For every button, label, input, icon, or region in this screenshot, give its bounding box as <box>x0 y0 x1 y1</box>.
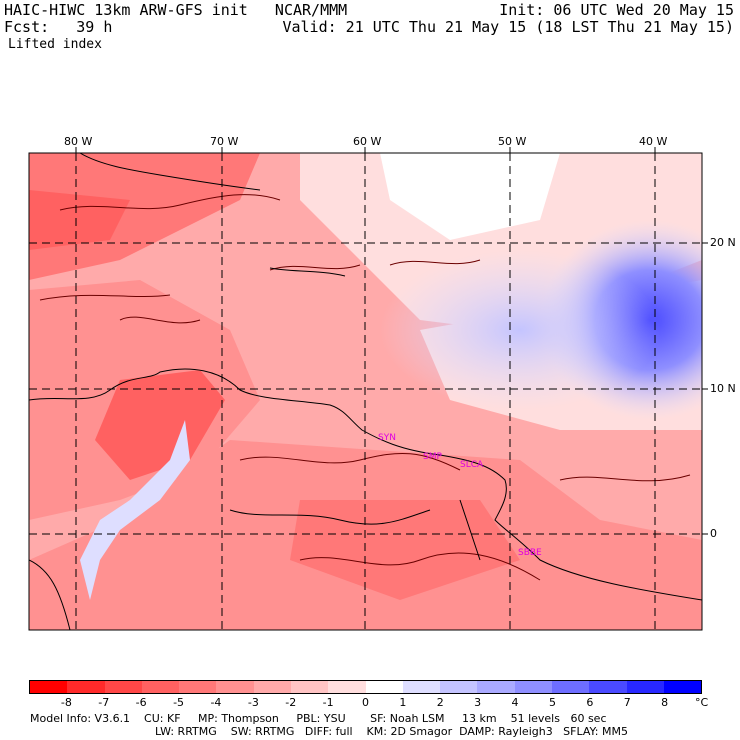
colorbar-label: -6 <box>135 696 147 709</box>
colorbar-swatch <box>253 681 291 693</box>
colorbar-swatch <box>67 681 105 693</box>
forecast-hour: Fcst: 39 h <box>4 18 113 36</box>
colorbar-label: 3 <box>474 696 482 709</box>
lat-label-10n: 10 N <box>710 382 736 395</box>
model-info-line1: Model Info: V3.6.1 CU: KF MP: Thompson P… <box>30 712 607 725</box>
colorbar-label: 6 <box>586 696 594 709</box>
colorbar-swatch <box>365 681 403 693</box>
field-name: Lifted index <box>8 37 102 52</box>
lon-label-40w: 40 W <box>639 135 668 148</box>
colorbar-label: 1 <box>399 696 407 709</box>
colorbar-swatch <box>440 681 478 693</box>
colorbar-label: 0 <box>362 696 369 709</box>
colorbar-swatch <box>514 681 552 693</box>
station-slca: SLCA <box>460 460 484 470</box>
colorbar-unit: °C <box>695 696 709 709</box>
graticule <box>29 153 702 630</box>
colorbar-label: -8 <box>60 696 72 709</box>
colorbar-swatch <box>477 681 515 693</box>
lat-label-20n: 20 N <box>710 236 736 249</box>
contours <box>39 194 691 581</box>
lon-label-50w: 50 W <box>498 135 527 148</box>
colorbar-swatch <box>402 681 441 693</box>
field-amazon-core <box>290 500 520 600</box>
colorbar-swatch <box>141 681 180 693</box>
colorbar-label: 7 <box>623 696 631 709</box>
colorbar-swatch <box>663 681 702 693</box>
colorbar-label: -7 <box>98 696 110 709</box>
lon-label-70w: 70 W <box>210 135 239 148</box>
colorbar-label: -4 <box>210 696 222 709</box>
colorbar-swatch <box>216 681 254 693</box>
colorbar-swatch <box>30 681 68 693</box>
colorbar-swatch <box>290 681 329 693</box>
tick-marks <box>75 147 708 535</box>
init-time: Init: 06 UTC Wed 20 May 15 <box>499 1 734 19</box>
model-info-line2: LW: RRTMG SW: RRTMG DIFF: full KM: 2D Sm… <box>155 725 628 738</box>
colorbar-label: -1 <box>322 696 334 709</box>
colorbar-label: -3 <box>247 696 259 709</box>
colorbar-label: 8 <box>661 696 669 709</box>
valid-time: Valid: 21 UTC Thu 21 May 15 (18 LST Thu … <box>282 18 734 36</box>
colorbar-label: 4 <box>511 696 519 709</box>
coastlines <box>29 153 702 630</box>
field-neutral <box>380 153 560 240</box>
field-valley-stable <box>80 420 190 600</box>
field-nw-unstable <box>29 153 260 280</box>
colorbar-swatch <box>589 681 627 693</box>
lat-label-0: 0 <box>710 527 717 540</box>
colorbar-swatch <box>104 681 142 693</box>
station-syn: SYN <box>378 433 396 443</box>
lon-label-80w: 80 W <box>64 135 93 148</box>
map-field <box>29 153 702 630</box>
colorbar-label: -5 <box>173 696 185 709</box>
field-stable-halo <box>380 250 660 410</box>
colorbar-label: 2 <box>436 696 444 709</box>
colorbar-swatch <box>551 681 590 693</box>
model-title: HAIC-HIWC 13km ARW-GFS init NCAR/MMM <box>4 1 348 19</box>
colorbar-swatch <box>626 681 664 693</box>
station-sbbe: SBBE <box>518 548 542 558</box>
colorbar-label: -2 <box>285 696 297 709</box>
field-nw-core <box>29 190 130 250</box>
colorbar-label: 5 <box>548 696 556 709</box>
lon-label-60w: 60 W <box>353 135 382 148</box>
colorbar-swatch <box>328 681 366 693</box>
colorbar <box>29 680 702 694</box>
colorbar-swatch <box>179 681 217 693</box>
station-smp: SMP <box>423 452 442 462</box>
field-andes-core <box>95 370 225 480</box>
